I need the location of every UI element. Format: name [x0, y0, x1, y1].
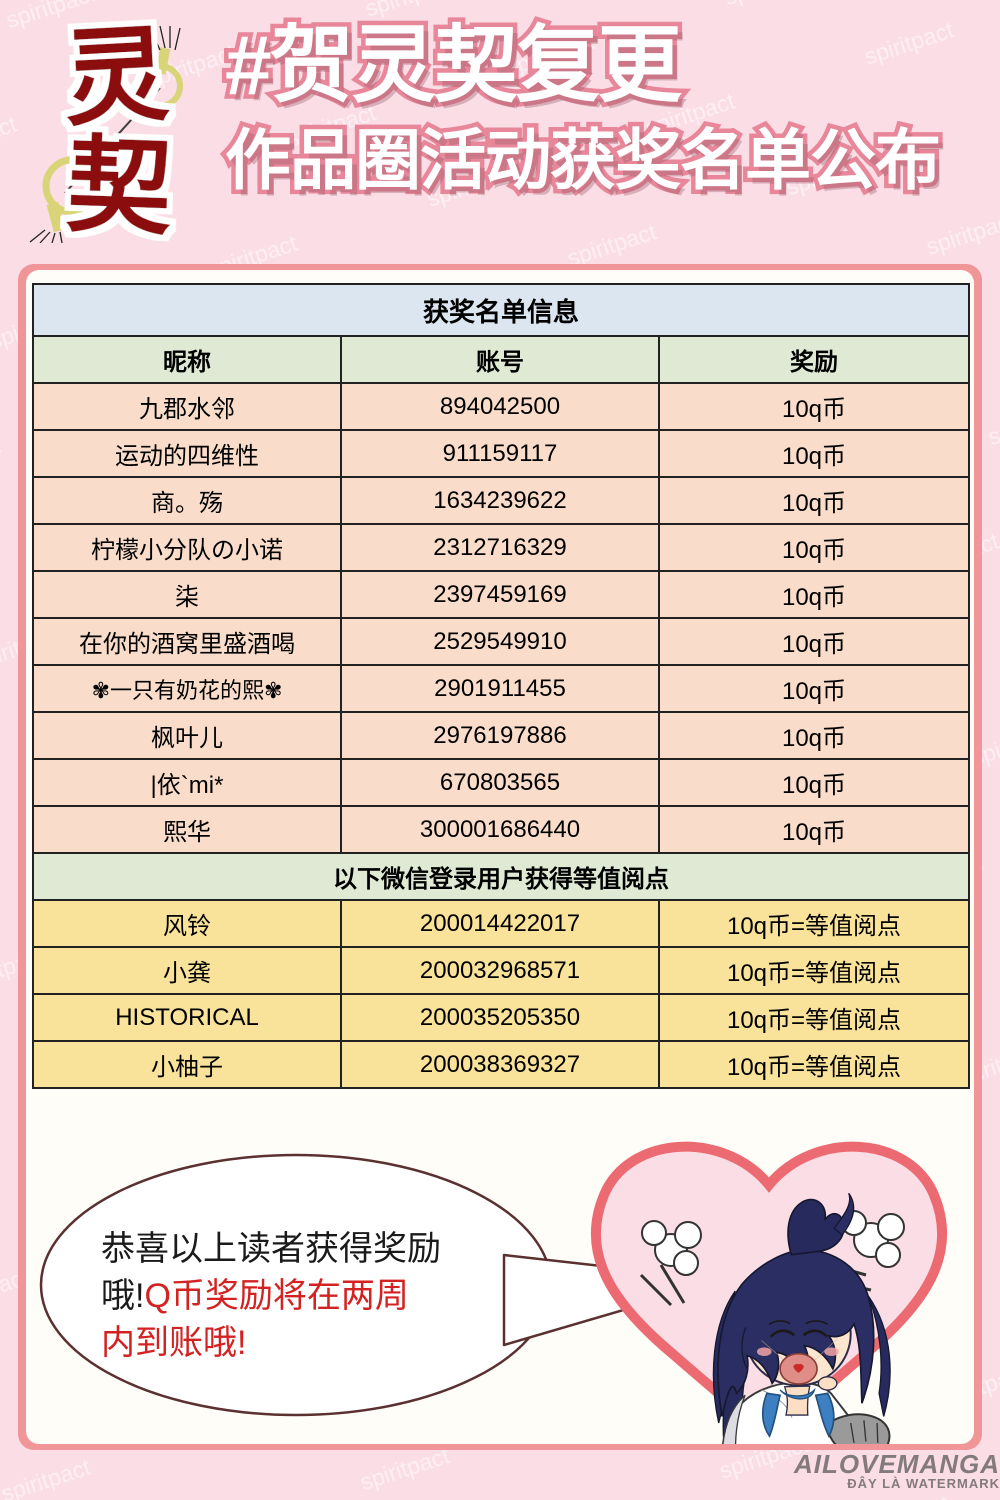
- svg-text:恭喜以上读者获得奖励: 恭喜以上读者获得奖励: [101, 1230, 441, 1268]
- svg-text:灵: 灵: [61, 16, 172, 138]
- svg-text:契: 契: [65, 127, 174, 243]
- svg-text:内到账哦!: 内到账哦!: [101, 1324, 246, 1362]
- svg-text:哦!Q币奖励将在两周: 哦!Q币奖励将在两周: [101, 1277, 409, 1315]
